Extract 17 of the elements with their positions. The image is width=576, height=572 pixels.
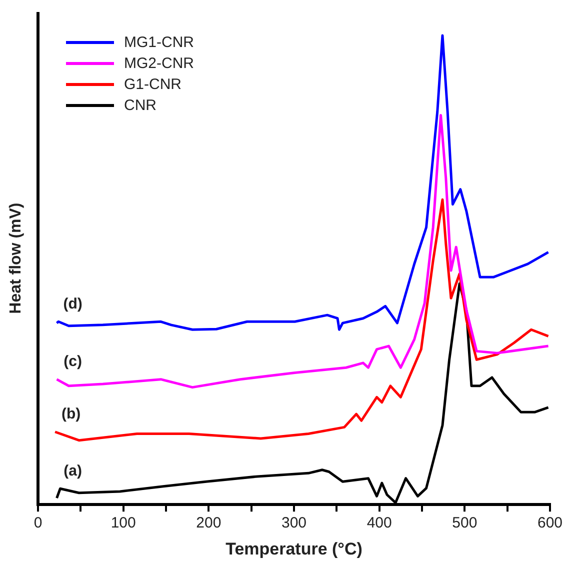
x-tick-label: 200	[196, 514, 222, 532]
annotation: (c)	[64, 352, 82, 370]
annotation: (b)	[61, 406, 81, 423]
y-axis-title: Heat flow (mV)	[7, 202, 24, 314]
x-tick-label: 400	[366, 514, 392, 532]
legend-label: MG2-CNR	[124, 55, 194, 72]
x-tick-label: 100	[110, 514, 136, 532]
x-tick-label: 500	[452, 514, 478, 532]
annotation: (a)	[64, 462, 82, 480]
legend-label: MG1-CNR	[124, 34, 194, 51]
x-tick-label: 600	[537, 514, 563, 532]
x-tick-label: 300	[281, 514, 307, 532]
x-tick-label: 0	[34, 514, 42, 532]
legend-label: G1-CNR	[124, 76, 182, 93]
annotation: (d)	[63, 295, 82, 312]
x-axis-title: Temperature (°C)	[226, 539, 362, 558]
legend-label: CNR	[124, 97, 156, 114]
